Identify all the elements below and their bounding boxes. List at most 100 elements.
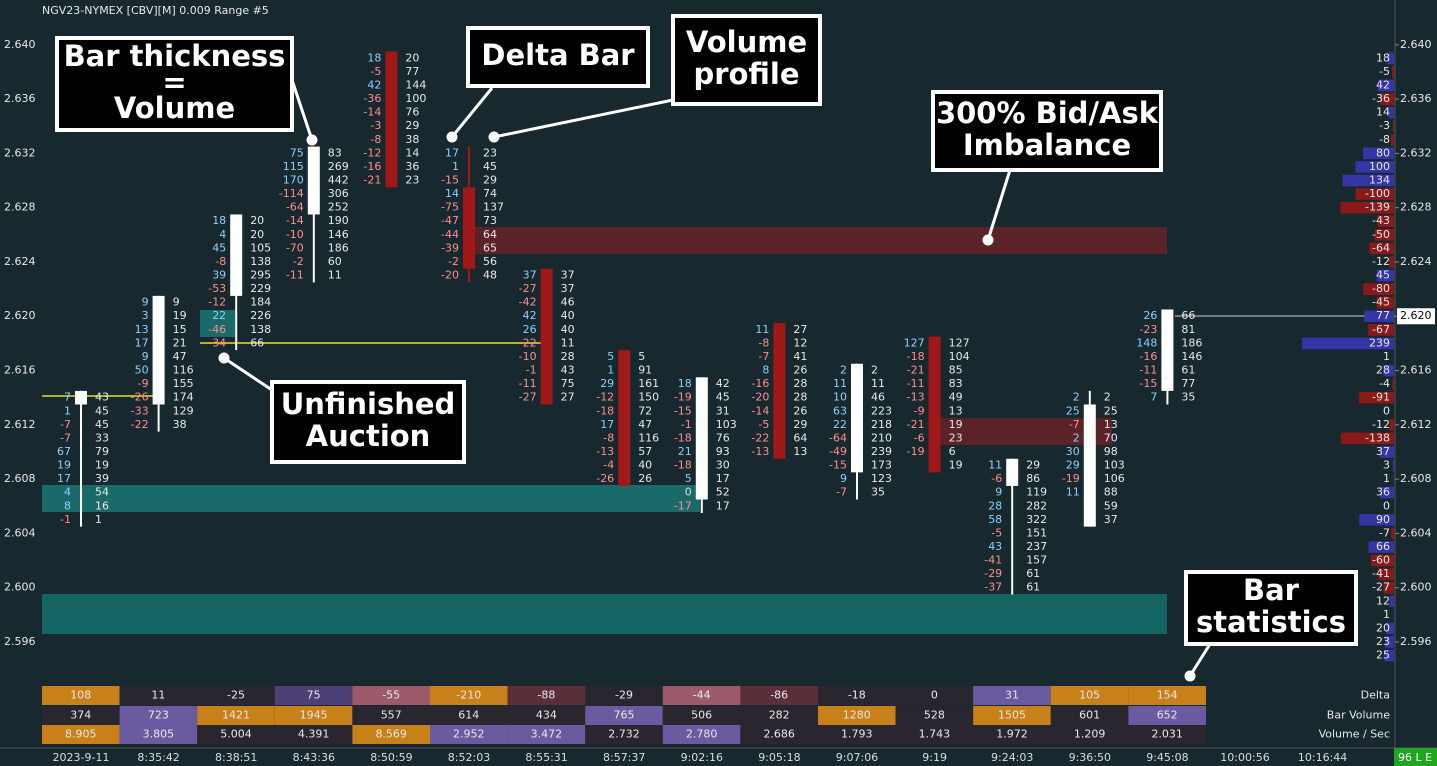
profile-label: -138 bbox=[1365, 431, 1390, 444]
delta-cell: -47 bbox=[441, 214, 459, 227]
delta-cell: 9 bbox=[995, 486, 1002, 499]
delta-cell: 63 bbox=[833, 404, 847, 417]
delta-cell: 9 bbox=[142, 350, 149, 363]
profile-label: 18 bbox=[1376, 51, 1390, 64]
stats-cell bbox=[1050, 706, 1129, 725]
x-tick-label: 10:16:44 bbox=[1298, 751, 1347, 764]
profile-label: 1 bbox=[1383, 350, 1390, 363]
profile-label: -45 bbox=[1372, 296, 1390, 309]
volume-cell: 23 bbox=[405, 174, 419, 187]
volume-cell: 77 bbox=[405, 65, 419, 78]
delta-cell: -8 bbox=[603, 431, 614, 444]
profile-bar bbox=[1355, 161, 1394, 173]
volume-cell: 37 bbox=[1104, 513, 1118, 526]
candle-body bbox=[230, 214, 243, 296]
profile-bar bbox=[1376, 269, 1394, 282]
profile-label: -43 bbox=[1372, 214, 1390, 227]
profile-label: 14 bbox=[1376, 106, 1390, 119]
profile-bar bbox=[1376, 296, 1394, 309]
delta-cell: 148 bbox=[1136, 336, 1157, 349]
stats-value: 2.952 bbox=[453, 728, 485, 741]
volume-cell: 74 bbox=[483, 187, 497, 200]
delta-cell: 18 bbox=[367, 51, 381, 64]
delta-cell: -11 bbox=[907, 377, 925, 390]
profile-bar bbox=[1388, 106, 1394, 119]
stats-value: -210 bbox=[456, 689, 481, 702]
volume-cell: 88 bbox=[1104, 486, 1118, 499]
volume-cell: 66 bbox=[250, 336, 264, 349]
annotation-box bbox=[931, 90, 1163, 172]
delta-cell: -7 bbox=[758, 350, 769, 363]
stats-cell bbox=[507, 706, 586, 725]
delta-cell: 37 bbox=[523, 269, 537, 282]
volume-cell: 146 bbox=[1181, 350, 1202, 363]
stats-cell bbox=[1128, 706, 1206, 725]
y-tick-label: 2.596 bbox=[4, 635, 36, 648]
volume-cell: 47 bbox=[173, 350, 187, 363]
stats-cell bbox=[662, 686, 741, 705]
delta-cell: 17 bbox=[600, 418, 614, 431]
volume-cell: 27 bbox=[793, 323, 807, 336]
profile-bar bbox=[1359, 514, 1394, 526]
delta-cell: 22 bbox=[833, 418, 847, 431]
profile-bar bbox=[1383, 364, 1394, 377]
x-tick-label: 9:19 bbox=[922, 751, 947, 764]
volume-cell: 77 bbox=[1181, 377, 1195, 390]
delta-cell: 18 bbox=[212, 214, 226, 227]
volume-cell: 81 bbox=[1181, 323, 1195, 336]
delta-cell: -8 bbox=[215, 255, 226, 268]
profile-bar bbox=[1390, 134, 1394, 146]
stats-value: 723 bbox=[148, 709, 169, 722]
profile-bar bbox=[1377, 215, 1394, 228]
stats-cell bbox=[507, 686, 586, 705]
delta-cell: -15 bbox=[674, 404, 692, 417]
annotation-text: Bar thickness bbox=[64, 39, 286, 73]
volume-cell: 16 bbox=[95, 499, 109, 512]
delta-cell: 11 bbox=[988, 459, 1002, 472]
volume-cell: 45 bbox=[95, 404, 109, 417]
stats-cell bbox=[430, 686, 508, 705]
profile-bar bbox=[1391, 527, 1394, 540]
profile-label: 239 bbox=[1369, 336, 1390, 349]
delta-cell: -22 bbox=[519, 336, 537, 349]
delta-cell: 21 bbox=[678, 445, 692, 458]
volume-cell: 57 bbox=[638, 445, 652, 458]
candle-body bbox=[928, 336, 941, 473]
profile-label: 1 bbox=[1383, 608, 1390, 621]
stats-cell bbox=[42, 706, 120, 725]
delta-cell: -19 bbox=[907, 445, 925, 458]
y-tick-label: 2.636 bbox=[4, 92, 36, 105]
stats-cell bbox=[274, 686, 353, 705]
profile-bar bbox=[1364, 310, 1394, 323]
volume-cell: 86 bbox=[1026, 472, 1040, 485]
volume-cell: 21 bbox=[173, 336, 187, 349]
volume-cell: 2 bbox=[1104, 391, 1111, 404]
stats-value: 1.793 bbox=[841, 728, 873, 741]
delta-cell: 7 bbox=[1150, 391, 1157, 404]
y-tick-label: 2.628 bbox=[1400, 201, 1432, 214]
profile-label: -7 bbox=[1379, 526, 1390, 539]
delta-cell: -18 bbox=[674, 431, 692, 444]
y-tick-label: 2.640 bbox=[1400, 38, 1432, 51]
stats-value: -55 bbox=[382, 689, 400, 702]
stats-value: 8.905 bbox=[65, 728, 97, 741]
delta-cell: -9 bbox=[914, 404, 925, 417]
volume-cell: 46 bbox=[871, 391, 885, 404]
profile-label: -91 bbox=[1372, 391, 1390, 404]
profile-label: 23 bbox=[1376, 635, 1390, 648]
candle-body bbox=[385, 51, 398, 188]
candle-body bbox=[618, 350, 631, 486]
annotation-text: Bar bbox=[1243, 573, 1300, 607]
volume-cell: 40 bbox=[638, 459, 652, 472]
delta-cell: -18 bbox=[596, 404, 614, 417]
delta-cell: -23 bbox=[1139, 323, 1157, 336]
delta-cell: 42 bbox=[523, 309, 537, 322]
delta-cell: -18 bbox=[907, 350, 925, 363]
delta-cell: -64 bbox=[829, 431, 847, 444]
delta-cell: -46 bbox=[208, 323, 226, 336]
stats-value: 3.805 bbox=[143, 728, 175, 741]
profile-label: -36 bbox=[1372, 92, 1390, 105]
volume-cell: 29 bbox=[793, 418, 807, 431]
x-tick-label: 9:24:03 bbox=[991, 751, 1033, 764]
volume-cell: 25 bbox=[1104, 404, 1118, 417]
